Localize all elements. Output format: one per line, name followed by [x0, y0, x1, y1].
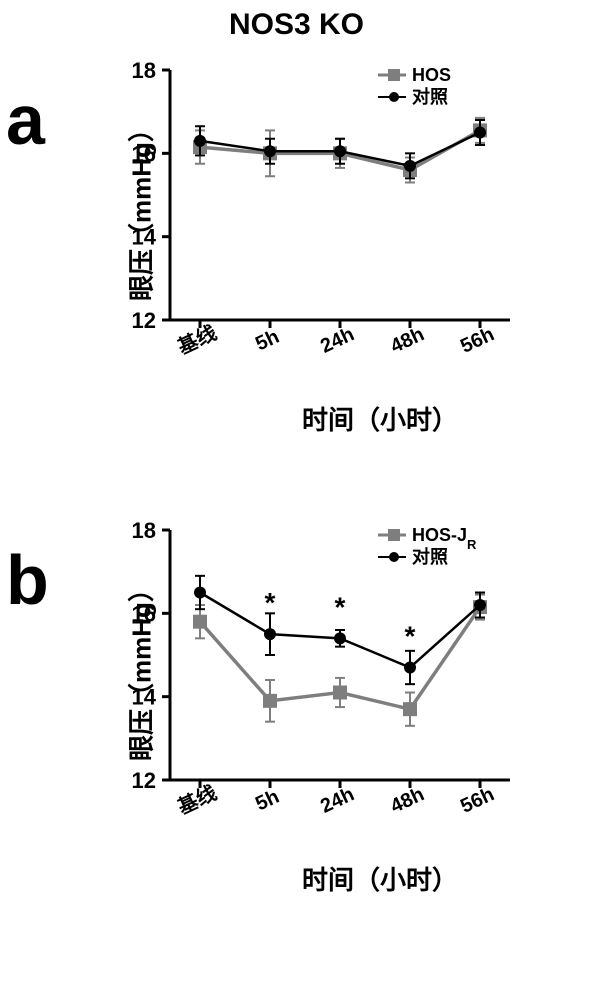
- svg-text:5h: 5h: [252, 326, 282, 356]
- svg-text:对照: 对照: [412, 86, 448, 107]
- chart-b-xlabel: 时间（小时）: [230, 860, 530, 897]
- svg-text:56h: 56h: [457, 783, 498, 818]
- svg-text:48h: 48h: [387, 323, 428, 358]
- svg-text:24h: 24h: [317, 783, 358, 818]
- chart-a: 12141618基线5h24h48h56hHOS对照 眼压（mmHg） 时间（小…: [100, 50, 570, 450]
- svg-text:56h: 56h: [457, 323, 498, 358]
- svg-text:*: *: [265, 587, 276, 618]
- svg-text:基线: 基线: [174, 320, 220, 359]
- svg-text:对照: 对照: [412, 546, 448, 567]
- chart-a-svg: 12141618基线5h24h48h56hHOS对照: [100, 50, 570, 450]
- svg-text:48h: 48h: [387, 783, 428, 818]
- main-title: NOS3 KO: [0, 8, 593, 42]
- svg-text:5h: 5h: [252, 786, 282, 816]
- chart-a-ylabel: 眼压（mmHg）: [122, 109, 159, 309]
- svg-text:*: *: [405, 621, 416, 652]
- chart-b: 12141618基线5h24h48h56h***HOS-JR对照 眼压（mmHg…: [100, 510, 570, 910]
- chart-a-xlabel: 时间（小时）: [230, 400, 530, 437]
- chart-b-svg: 12141618基线5h24h48h56h***HOS-JR对照: [100, 510, 570, 910]
- panel-label-b: b: [6, 540, 49, 620]
- svg-text:*: *: [335, 591, 346, 622]
- panel-label-a: a: [6, 80, 45, 160]
- svg-text:HOS: HOS: [412, 65, 451, 85]
- chart-b-ylabel: 眼压（mmHg）: [122, 569, 159, 769]
- svg-text:18: 18: [132, 518, 156, 543]
- svg-text:24h: 24h: [317, 323, 358, 358]
- svg-text:基线: 基线: [174, 780, 220, 819]
- svg-text:18: 18: [132, 58, 156, 83]
- svg-text:12: 12: [132, 768, 156, 793]
- svg-text:12: 12: [132, 308, 156, 333]
